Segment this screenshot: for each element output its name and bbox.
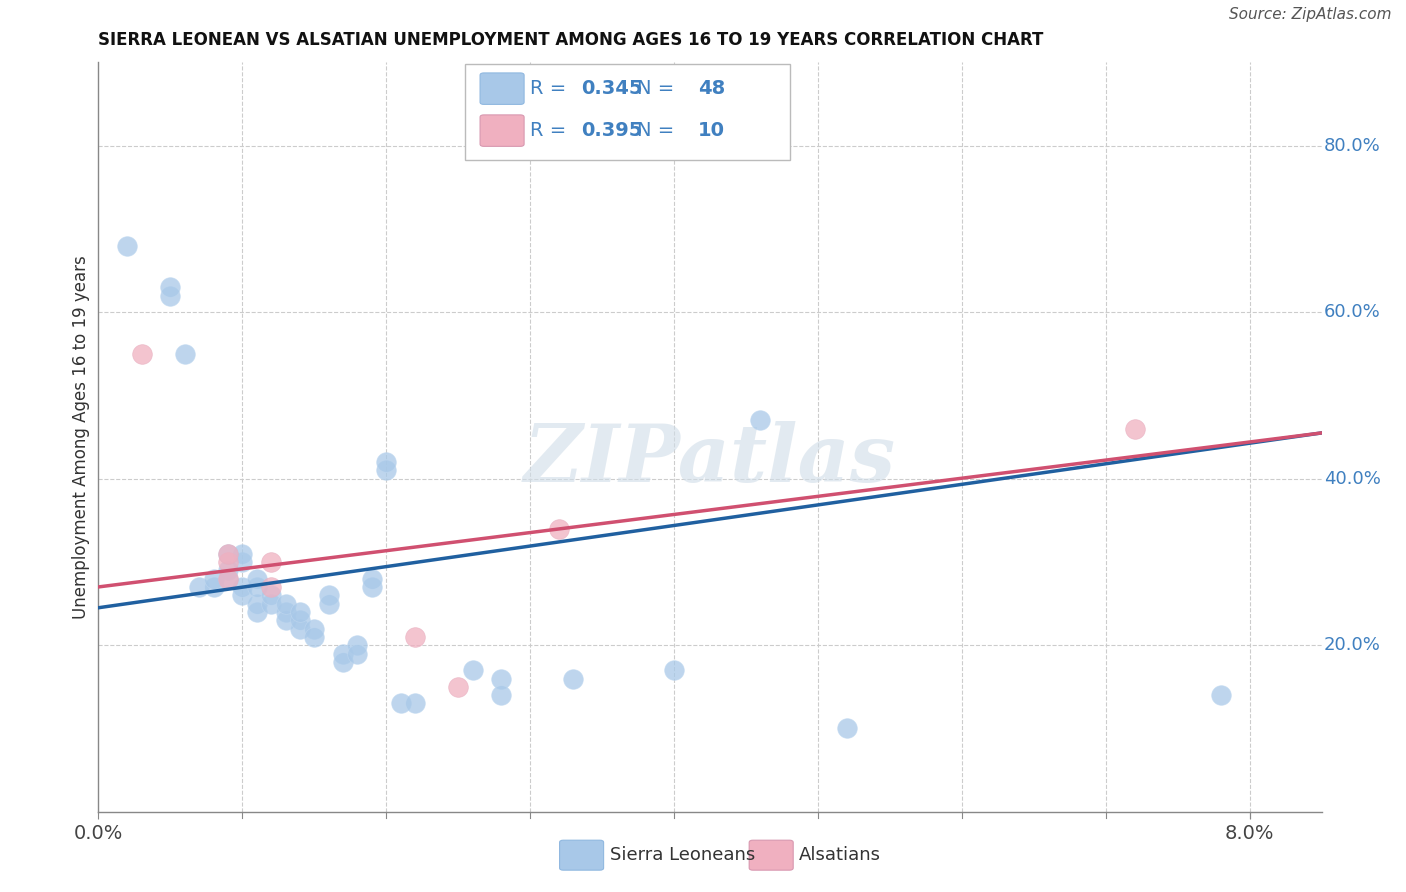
Point	[835, 722, 858, 736]
Point	[188, 580, 211, 594]
Point	[562, 672, 585, 686]
Point	[389, 697, 412, 711]
Text: Sierra Leoneans: Sierra Leoneans	[610, 847, 755, 864]
Point	[304, 630, 326, 644]
Point	[346, 638, 368, 652]
Point	[288, 605, 311, 619]
Point	[346, 647, 368, 661]
Point	[360, 572, 382, 586]
Point	[159, 288, 181, 302]
Point	[260, 555, 283, 569]
Point	[274, 597, 297, 611]
Point	[217, 572, 239, 586]
Point	[260, 588, 283, 602]
Point	[332, 655, 354, 669]
Point	[662, 663, 685, 677]
Point	[217, 572, 239, 586]
Point	[548, 522, 571, 536]
FancyBboxPatch shape	[749, 840, 793, 871]
Point	[1209, 688, 1232, 702]
Point	[246, 605, 269, 619]
Point	[491, 672, 513, 686]
Point	[260, 580, 283, 594]
Text: Alsatians: Alsatians	[800, 847, 882, 864]
Point	[318, 588, 340, 602]
Point	[173, 347, 195, 361]
Point	[304, 622, 326, 636]
Point	[318, 597, 340, 611]
Point	[246, 580, 269, 594]
Point	[231, 588, 253, 602]
Point	[115, 238, 138, 252]
Text: R =: R =	[530, 121, 572, 140]
Point	[447, 680, 470, 694]
Point	[217, 563, 239, 577]
Point	[375, 463, 398, 477]
Point	[202, 580, 225, 594]
Point	[131, 347, 153, 361]
Text: Source: ZipAtlas.com: Source: ZipAtlas.com	[1229, 7, 1392, 22]
Point	[375, 455, 398, 469]
Point	[404, 697, 426, 711]
Text: N =: N =	[637, 121, 681, 140]
Point	[217, 547, 239, 561]
Text: 80.0%: 80.0%	[1324, 136, 1381, 154]
Point	[217, 547, 239, 561]
Text: 48: 48	[697, 79, 725, 98]
FancyBboxPatch shape	[560, 840, 603, 871]
Point	[332, 647, 354, 661]
Text: 20.0%: 20.0%	[1324, 636, 1381, 654]
Point	[159, 280, 181, 294]
Text: SIERRA LEONEAN VS ALSATIAN UNEMPLOYMENT AMONG AGES 16 TO 19 YEARS CORRELATION CH: SIERRA LEONEAN VS ALSATIAN UNEMPLOYMENT …	[98, 31, 1043, 49]
Point	[246, 572, 269, 586]
FancyBboxPatch shape	[479, 73, 524, 104]
Point	[1123, 422, 1146, 436]
Point	[231, 580, 253, 594]
Point	[404, 630, 426, 644]
FancyBboxPatch shape	[479, 115, 524, 146]
Y-axis label: Unemployment Among Ages 16 to 19 years: Unemployment Among Ages 16 to 19 years	[72, 255, 90, 619]
Point	[246, 597, 269, 611]
Point	[260, 597, 283, 611]
Point	[288, 613, 311, 627]
Point	[231, 555, 253, 569]
Text: 40.0%: 40.0%	[1324, 470, 1381, 488]
Point	[274, 605, 297, 619]
Point	[231, 547, 253, 561]
Point	[491, 688, 513, 702]
Text: 60.0%: 60.0%	[1324, 303, 1381, 321]
Point	[461, 663, 484, 677]
Text: 10: 10	[697, 121, 725, 140]
Text: 0.345: 0.345	[582, 79, 643, 98]
Point	[288, 622, 311, 636]
Point	[749, 413, 772, 427]
FancyBboxPatch shape	[465, 64, 790, 160]
Point	[217, 555, 239, 569]
Point	[202, 572, 225, 586]
Text: N =: N =	[637, 79, 681, 98]
Text: ZIPatlas: ZIPatlas	[524, 421, 896, 499]
Point	[360, 580, 382, 594]
Text: 0.395: 0.395	[582, 121, 643, 140]
Point	[274, 613, 297, 627]
Text: R =: R =	[530, 79, 572, 98]
